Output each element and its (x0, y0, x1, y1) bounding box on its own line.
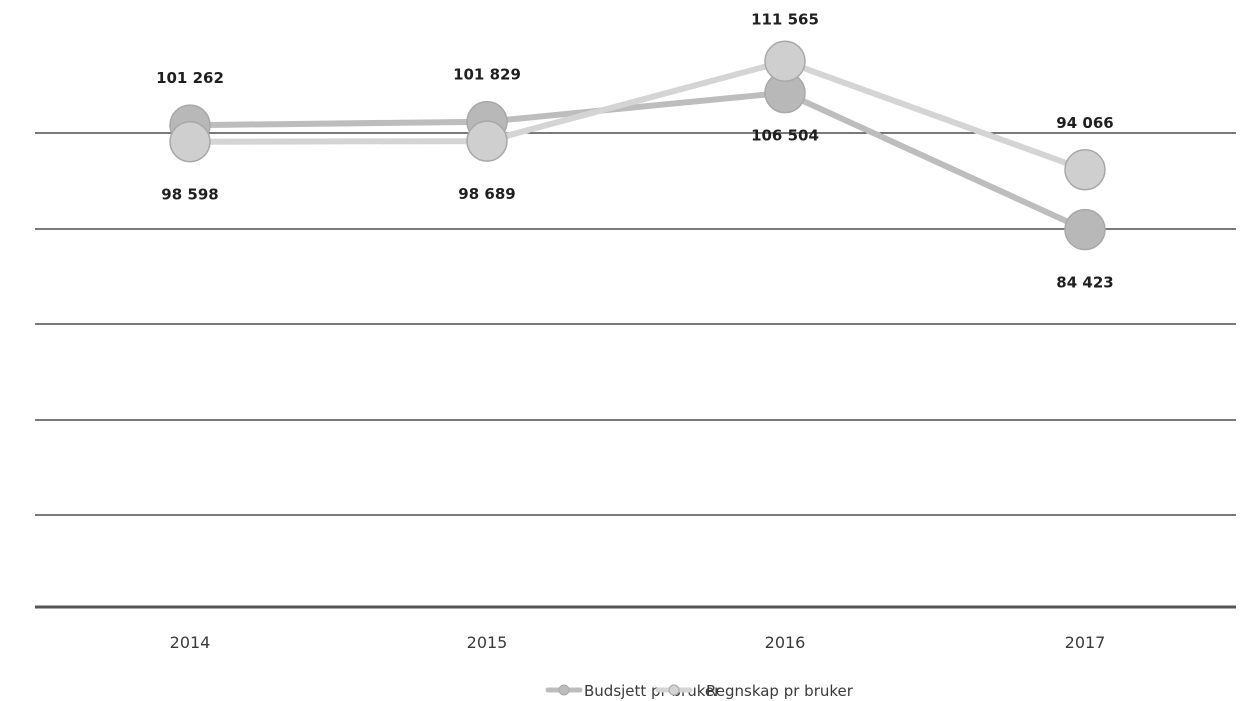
data-label: 101 262 (156, 69, 224, 87)
series-line-regnskap (187, 58, 1088, 173)
data-label: 98 689 (458, 185, 515, 203)
data-point (466, 120, 508, 162)
series-lines (187, 58, 1088, 233)
legend-label: Budsjett pr bruker (584, 682, 721, 700)
data-label: 101 829 (453, 66, 521, 84)
legend-item: Budsjett pr bruker (545, 682, 721, 700)
x-tick-label: 2017 (1065, 633, 1106, 652)
legend-marker (668, 684, 680, 696)
gridlines (35, 132, 1236, 609)
legend-marker (558, 684, 570, 696)
series-line-budsjett (187, 89, 1088, 233)
x-axis: 2014 2015 2016 2017 (170, 633, 1106, 652)
data-label: 98 598 (161, 186, 218, 204)
data-label: 111 565 (751, 10, 819, 28)
data-point (1064, 208, 1106, 251)
x-tick-label: 2016 (765, 633, 806, 652)
x-tick-label: 2015 (467, 633, 508, 652)
data-label: 106 504 (751, 127, 819, 145)
data-label: 84 423 (1056, 274, 1113, 292)
data-point (764, 40, 806, 83)
legend-item: Regnskap pr bruker (655, 682, 854, 700)
x-tick-label: 2014 (170, 633, 211, 652)
series-markers (169, 40, 1106, 251)
data-point (169, 120, 211, 163)
legend-label: Regnskap pr bruker (706, 682, 854, 700)
data-labels: 101 262 101 829 106 504 84 423 98 598 98 689 1… (156, 10, 1114, 291)
data-label: 94 066 (1056, 114, 1113, 132)
data-point (1064, 149, 1106, 191)
